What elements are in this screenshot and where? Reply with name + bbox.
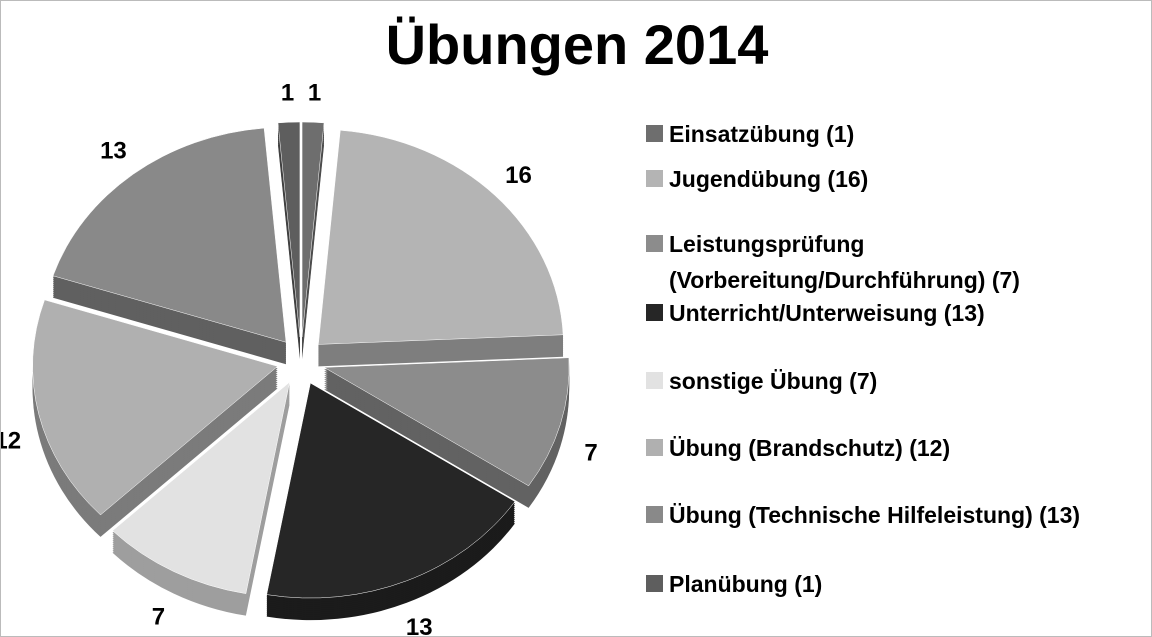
legend-swatch: [646, 170, 663, 187]
legend-label: Übung (Brandschutz) (12): [669, 435, 951, 461]
slice: [323, 357, 570, 487]
data-label: 1: [308, 80, 321, 107]
legend-swatch: [646, 235, 663, 252]
legend-entry: Übung (Brandschutz) (12): [646, 430, 1136, 466]
slice: [277, 121, 301, 338]
legend-entry: Planübung (1): [646, 566, 1136, 602]
legend-label: Jugendübung (16): [669, 166, 869, 192]
legend-swatch: [646, 304, 663, 321]
data-label: 13: [406, 614, 433, 636]
legend-entry: sonstige Übung (7): [646, 363, 1136, 399]
data-label: 7: [584, 439, 597, 466]
slice: [266, 382, 516, 599]
slice: [112, 381, 291, 594]
legend-entry: Jugendübung (16): [646, 161, 1136, 197]
legend-entry: Unterricht/Unterweisung (13): [646, 295, 1136, 331]
legend-swatch: [646, 575, 663, 592]
legend-label: sonstige Übung (7): [669, 368, 878, 394]
legend-swatch: [646, 125, 663, 142]
data-label: 12: [1, 428, 21, 455]
legend-swatch: [646, 506, 663, 523]
legend-entry: Leistungsprüfung (Vorbereitung/Durchführ…: [646, 226, 1136, 298]
legend-entry: Einsatzübung (1): [646, 116, 1136, 152]
legend-swatch: [646, 439, 663, 456]
chart-title: Übungen 2014: [386, 13, 769, 76]
legend-entry: Übung (Technische Hilfeleistung) (13): [646, 497, 1136, 533]
data-label: 7: [152, 603, 165, 630]
legend-label: Übung (Technische Hilfeleistung) (13): [669, 502, 1081, 528]
data-label: 13: [100, 138, 127, 165]
slice: [318, 130, 564, 345]
slice: [52, 127, 287, 343]
legend-label: Unterricht/Unterweisung (13): [669, 300, 985, 326]
data-label: 1: [281, 80, 294, 107]
legend-label: Planübung (1): [669, 571, 823, 597]
legend-swatch: [646, 372, 663, 389]
slice: [32, 299, 279, 516]
legend-label: Leistungsprüfung (Vorbereitung/Durchführ…: [669, 231, 1020, 293]
legend-label: Einsatzübung (1): [669, 121, 855, 147]
slice: [301, 121, 325, 338]
data-label: 16: [505, 162, 532, 189]
